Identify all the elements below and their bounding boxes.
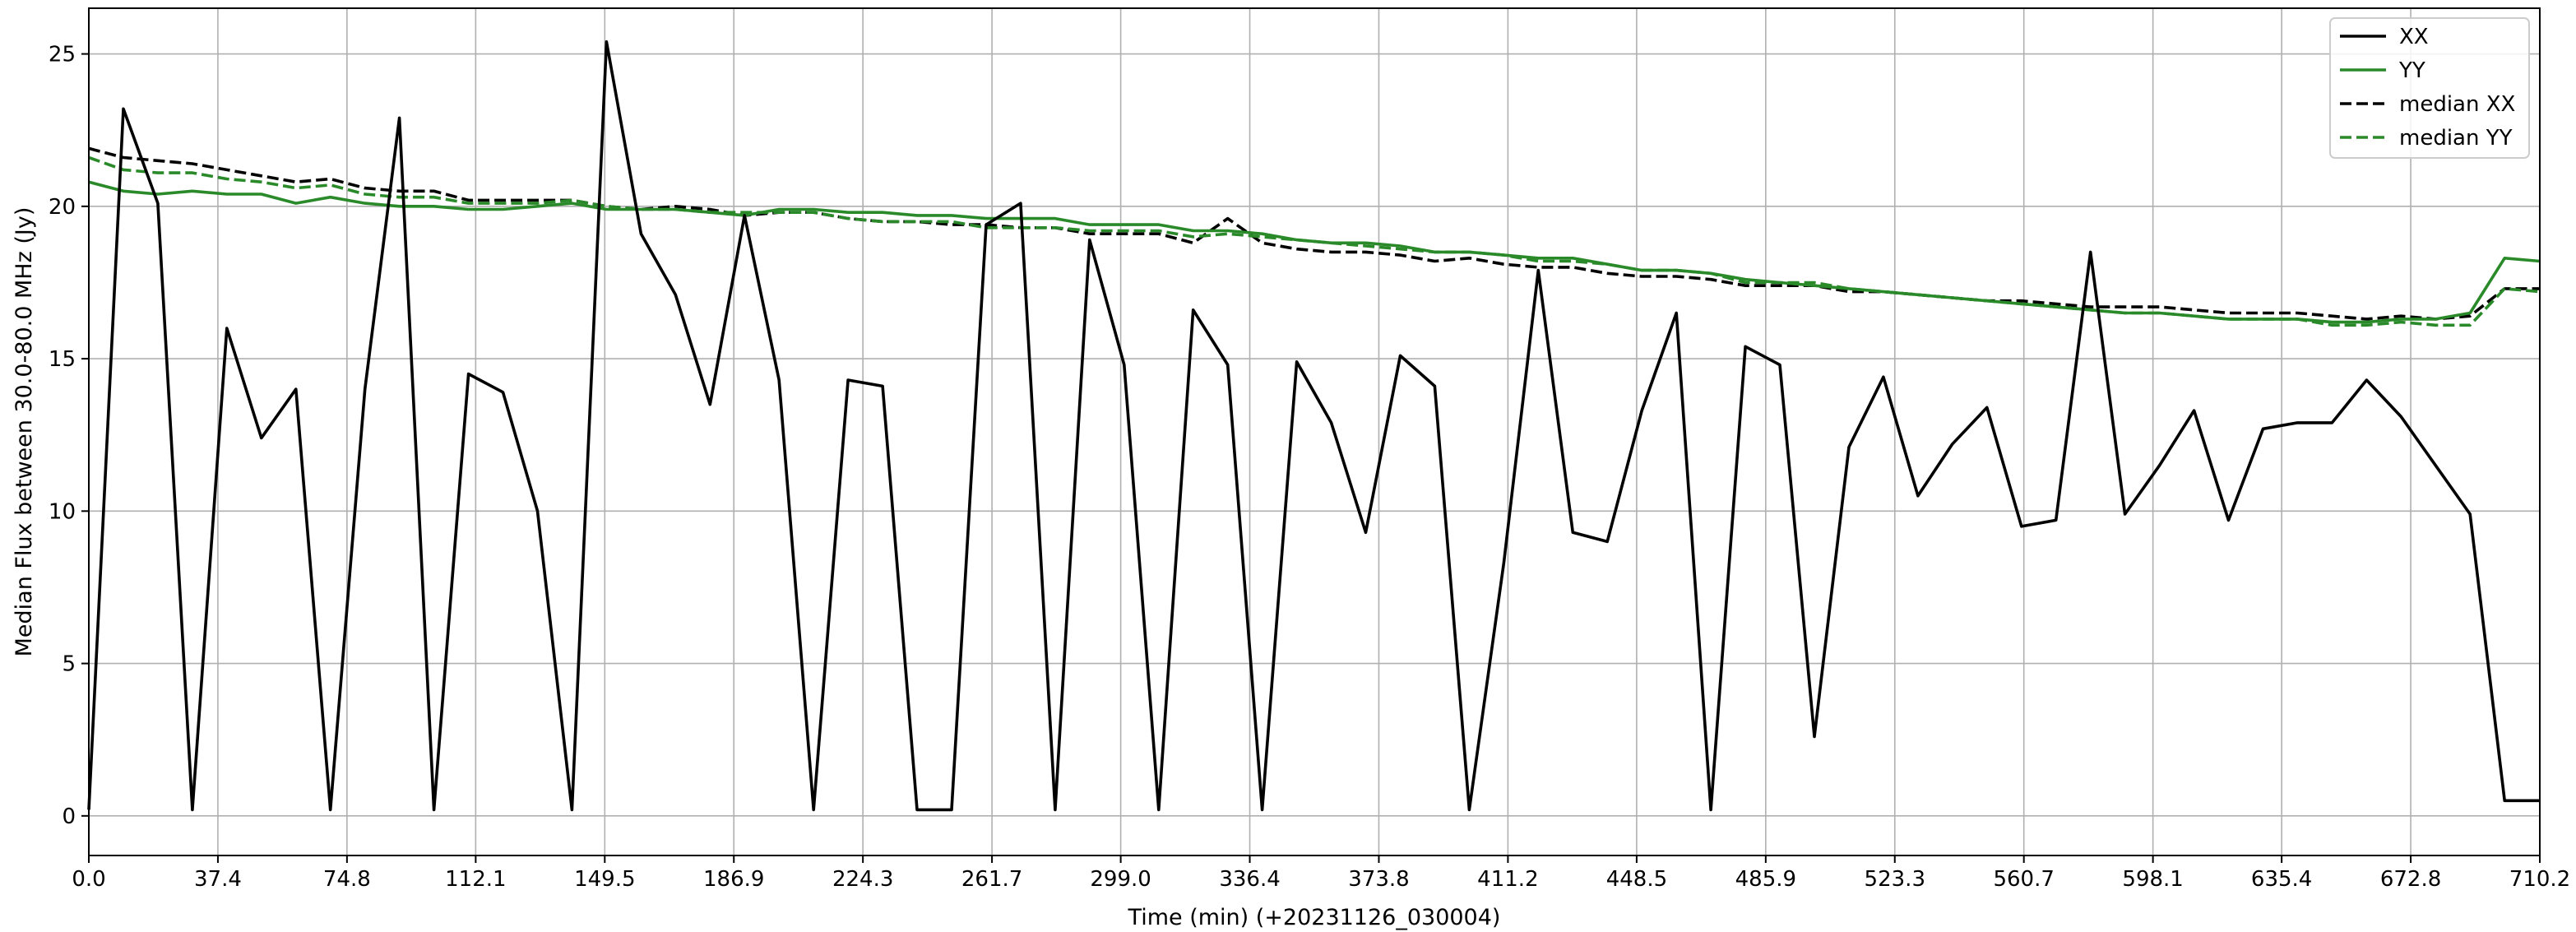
- x-tick-label: 186.9: [703, 867, 764, 892]
- series-line-median-xx: [88, 146, 2540, 321]
- x-tick-label: 672.8: [2380, 867, 2441, 892]
- y-axis-label: Median Flux between 30.0-80.0 MHz (Jy): [12, 207, 37, 657]
- series-layer: [87, 39, 2541, 812]
- x-axis-label: Time (min) (+20231126_030004): [1128, 905, 1501, 930]
- x-tick-label: 411.2: [1477, 867, 1538, 892]
- x-tick-label: 560.7: [1993, 867, 2054, 892]
- y-tick-label: 15: [49, 347, 76, 372]
- x-tick-label: 373.8: [1348, 867, 1409, 892]
- legend-label: YY: [2398, 58, 2425, 83]
- y-tick-label: 0: [62, 804, 76, 829]
- series-line-xx: [87, 39, 2540, 812]
- x-tick-label: 0.0: [72, 867, 105, 892]
- x-tick-label: 485.9: [1735, 867, 1796, 892]
- legend-box: [2329, 17, 2530, 159]
- legend-label: median XX: [2399, 92, 2515, 117]
- axis-ticks: 0.0 37.4 74.8 112.1 149.5 186.9 224.3 261.7 299.…: [49, 43, 2570, 892]
- x-tick-label: 299.0: [1090, 867, 1151, 892]
- x-tick-label: 149.5: [574, 867, 635, 892]
- x-tick-label: 710.2: [2509, 867, 2570, 892]
- x-tick-label: 448.5: [1606, 867, 1667, 892]
- plot-frame: [88, 7, 2541, 856]
- x-tick-label: 336.4: [1219, 867, 1280, 892]
- x-tick-label: 112.1: [445, 867, 506, 892]
- x-tick-label: 635.4: [2251, 867, 2312, 892]
- y-tick-label: 20: [49, 195, 76, 220]
- y-tick-label: 5: [62, 652, 76, 677]
- x-tick-label: 598.1: [2122, 867, 2183, 892]
- y-tick-label: 25: [49, 43, 76, 67]
- x-tick-label: 523.3: [1865, 867, 1925, 892]
- x-tick-label: 74.8: [323, 867, 371, 892]
- series-line-yy: [88, 180, 2541, 324]
- x-tick-label: 37.4: [194, 867, 242, 892]
- legend: XX YY median XX median YY: [2329, 17, 2530, 159]
- legend-label: XX: [2399, 25, 2429, 49]
- legend-label: median YY: [2399, 126, 2513, 151]
- x-tick-label: 261.7: [961, 867, 1022, 892]
- x-tick-label: 224.3: [832, 867, 893, 892]
- y-tick-label: 10: [49, 499, 76, 524]
